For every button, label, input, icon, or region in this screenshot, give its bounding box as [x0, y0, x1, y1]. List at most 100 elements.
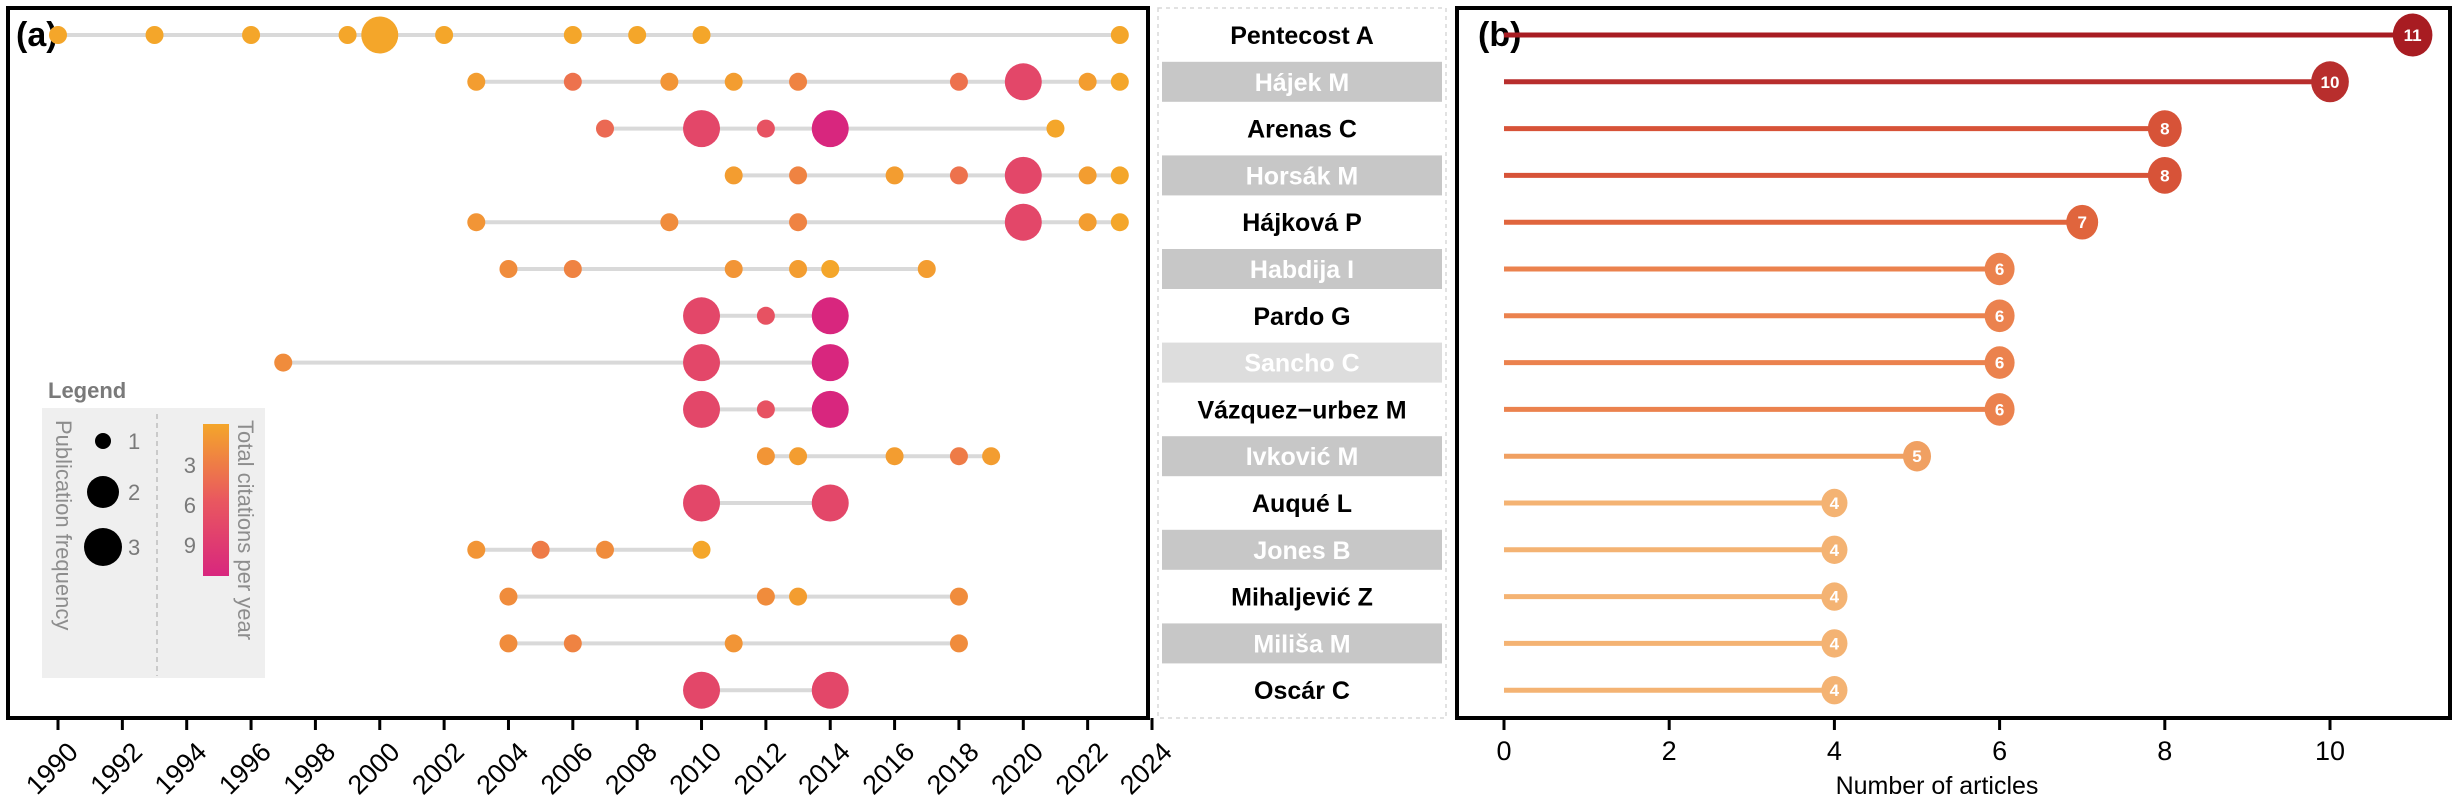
publication-point: [563, 26, 582, 44]
publication-point: [1004, 63, 1042, 101]
author-label-band: [1162, 342, 1442, 383]
lollipop-head: [1902, 440, 1932, 472]
publication-point: [660, 72, 679, 91]
panel-a-x-axis: 1990 1992 1994 1996 1998 2000 2002 2004 2006 2008…: [20, 718, 1178, 800]
lollipop-value-label: 11: [2404, 26, 2422, 45]
publication-point: [1110, 72, 1129, 91]
lollipop-head: [2311, 61, 2349, 103]
publication-point: [1110, 26, 1129, 44]
lollipop-head: [1821, 582, 1848, 611]
author-label-band: [1162, 623, 1442, 664]
legend-color-bar: [203, 424, 229, 576]
x-tick-label: 2014: [792, 737, 856, 801]
lollipop-head: [1821, 535, 1848, 564]
publication-point: [1078, 166, 1097, 185]
publication-point: [563, 634, 582, 653]
publication-point: [596, 540, 614, 559]
lollipop-head: [2066, 204, 2099, 240]
legend-size-title: Publication frequency: [51, 420, 76, 630]
publication-point: [811, 671, 849, 709]
publication-point: [1078, 72, 1097, 91]
lollipop-head: [2392, 13, 2433, 57]
publication-point: [242, 26, 261, 44]
author-label: Vázquez−urbez M: [1197, 396, 1406, 424]
author-label: Auqué L: [1252, 490, 1352, 518]
publication-point: [467, 213, 486, 232]
publication-point: [821, 260, 840, 278]
lollipop-value-label: 4: [1830, 541, 1840, 560]
lollipop-value-label: 4: [1830, 588, 1840, 607]
publication-point: [949, 634, 968, 653]
lollipop-value-label: 7: [2077, 213, 2086, 232]
x-tick-label: 2020: [985, 737, 1049, 801]
publication-point: [789, 72, 808, 91]
lollipop-value-label: 6: [1995, 354, 2004, 373]
lollipop-value-label: 5: [1912, 447, 1921, 466]
publication-point: [789, 166, 808, 185]
publication-point: [683, 390, 721, 428]
legend-title: Legend: [48, 378, 126, 403]
lollipop-value-label: 6: [1995, 260, 2004, 279]
publication-point: [563, 260, 582, 278]
publication-point: [338, 26, 357, 44]
x-tick-label: 6: [1992, 736, 2007, 766]
publication-point: [949, 447, 968, 466]
x-tick-label: 2002: [406, 737, 470, 801]
author-label: Arenas C: [1247, 116, 1357, 144]
x-tick-label: 8: [2157, 736, 2172, 766]
author-label: Oscár C: [1254, 677, 1350, 705]
x-tick-label: 2018: [921, 737, 985, 801]
publication-point: [949, 166, 968, 185]
x-tick-label: 1998: [278, 737, 342, 801]
author-label-band: [1162, 529, 1442, 570]
author-label: Jones B: [1253, 537, 1350, 565]
publication-point: [756, 119, 775, 138]
legend-color-tick-9: 9: [184, 533, 196, 558]
lollipop-head: [1821, 676, 1848, 705]
lollipop-head: [1984, 252, 2015, 286]
x-tick-label: 1996: [213, 737, 277, 801]
publication-point: [499, 587, 518, 606]
publication-point: [724, 634, 743, 653]
x-tick-label: 10: [2315, 736, 2345, 766]
x-tick-label: 2000: [342, 737, 406, 801]
x-tick-label: 0: [1496, 736, 1511, 766]
x-tick-label: 2012: [728, 737, 792, 801]
panel-b-lollipops: 11 10 8 8 7 6 6 6 6 5 4 4 4 4 4: [1504, 13, 2433, 705]
author-label: Horsák M: [1246, 162, 1359, 190]
legend-color-title: Total citations per year: [233, 420, 258, 640]
lollipop-value-label: 8: [2160, 120, 2169, 139]
publication-point: [596, 119, 614, 138]
publication-point: [683, 344, 721, 382]
author-label: Sancho C: [1244, 350, 1359, 378]
x-tick-label: 1994: [149, 737, 213, 801]
publication-point: [949, 587, 968, 606]
lollipop-value-label: 6: [1995, 307, 2004, 326]
panel-a-points: [49, 16, 1129, 709]
author-label: Pentecost A: [1230, 22, 1374, 50]
lollipop-value-label: 6: [1995, 400, 2004, 419]
publication-point: [274, 353, 293, 372]
lollipop-head: [2147, 157, 2182, 194]
publication-point: [811, 484, 849, 522]
lollipop-head: [1984, 346, 2015, 379]
publication-point: [683, 484, 721, 522]
author-label: Habdija I: [1250, 256, 1354, 284]
publication-point: [789, 447, 808, 466]
publication-point: [982, 447, 1001, 466]
x-tick-label: 2: [1662, 736, 1677, 766]
publication-point: [756, 447, 775, 466]
x-tick-label: 2008: [599, 737, 663, 801]
legend-color-tick-3: 3: [184, 453, 196, 478]
publication-point: [724, 72, 743, 91]
publication-point: [49, 26, 67, 44]
lollipop-head: [1984, 393, 2015, 426]
panel-b-x-label: Number of articles: [1836, 772, 2039, 800]
publication-point: [683, 671, 721, 709]
lollipop-value-label: 8: [2160, 166, 2169, 185]
lollipop-head: [1821, 488, 1848, 518]
lollipop-value-label: 4: [1830, 634, 1840, 653]
publication-point: [811, 344, 849, 382]
publication-point: [435, 26, 454, 44]
x-tick-label: 2022: [1050, 737, 1114, 801]
